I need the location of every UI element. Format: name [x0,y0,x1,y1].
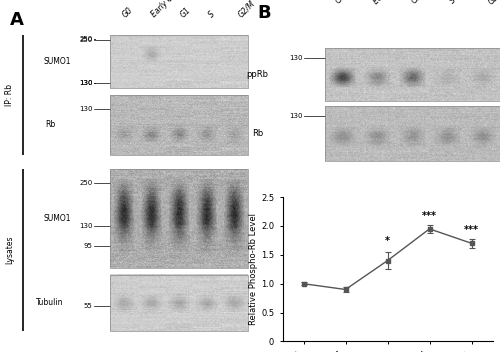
Text: ppRb: ppRb [246,70,268,79]
Text: G1: G1 [410,0,424,6]
Text: G1: G1 [178,5,192,19]
Text: 95: 95 [84,243,92,249]
Text: IP: Rb: IP: Rb [6,84,15,106]
Text: 130: 130 [289,55,302,61]
Bar [110,169,248,268]
Text: 130: 130 [79,80,92,86]
Text: *: * [385,236,390,246]
Text: ***: *** [464,225,479,235]
Text: 130: 130 [79,223,92,229]
Text: Early G1: Early G1 [372,0,401,6]
Text: 250: 250 [79,180,92,186]
Bar [110,35,248,88]
Text: 130: 130 [79,106,92,112]
Text: Rb: Rb [252,129,263,138]
Text: SUMO1: SUMO1 [44,57,72,66]
Text: 250: 250 [79,36,92,42]
Text: G0: G0 [121,5,135,19]
Text: 130: 130 [289,113,302,119]
Text: ***: *** [422,211,437,221]
Text: Rb: Rb [45,120,55,130]
Y-axis label: Relative Phospho-Rb Level: Relative Phospho-Rb Level [250,213,258,325]
Text: Lysates: Lysates [6,236,15,264]
Text: SUMO1: SUMO1 [44,214,72,223]
Text: G2/M: G2/M [236,0,256,19]
Text: S: S [448,0,458,6]
Text: S: S [208,10,217,19]
Text: G0: G0 [334,0,347,6]
Text: Early G1: Early G1 [150,0,179,19]
Text: Tubulin: Tubulin [36,298,64,307]
Text: B: B [258,4,271,22]
Bar [325,106,500,161]
Bar [110,95,248,155]
Text: 130: 130 [79,80,92,86]
Bar [110,275,248,331]
Bar [325,48,500,101]
Text: A: A [10,11,24,29]
Text: 250: 250 [79,37,92,44]
Text: 55: 55 [84,302,92,309]
Text: G2/M: G2/M [486,0,500,6]
